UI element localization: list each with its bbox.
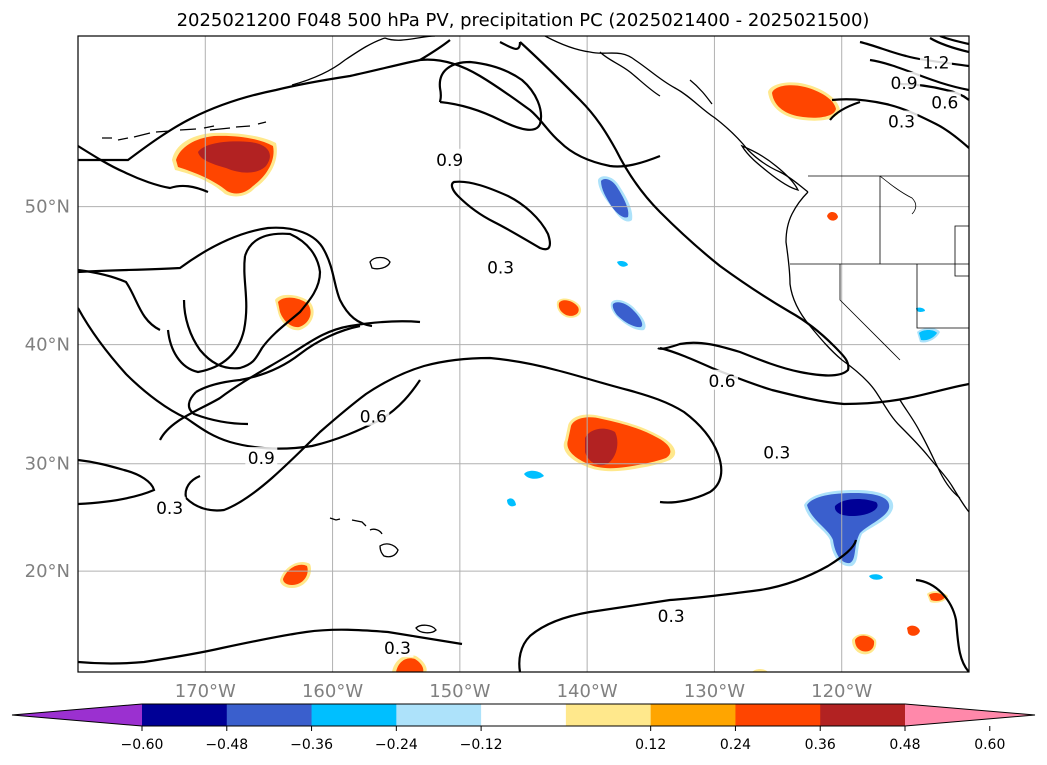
precip-region xyxy=(601,179,629,218)
contour-label: 0.3 xyxy=(384,639,411,659)
contour-labels: 0.30.90.60.90.30.60.30.30.30.30.60.91.2 xyxy=(153,51,961,659)
lon-tick-label: 150°W xyxy=(429,681,490,702)
contour-label-bg xyxy=(357,405,390,426)
colorbar-tick-label: −0.48 xyxy=(205,737,248,753)
contour-label-bg xyxy=(885,110,918,131)
colorbar: −0.60 −0.48 −0.36 −0.24 −0.12 0.12 0.24 0.36 0.4… xyxy=(11,703,1036,753)
colorbar-tick-label: −0.36 xyxy=(290,737,333,753)
precip-region xyxy=(869,574,883,580)
precip-positive-shading xyxy=(172,82,948,672)
precip-region xyxy=(752,669,768,672)
precip-negative-shading xyxy=(507,176,940,580)
lat-tick-label: 20°N xyxy=(25,561,70,582)
contour-label-bg xyxy=(919,51,952,72)
lon-tick-label: 160°W xyxy=(302,681,363,702)
lon-tick-label: 130°W xyxy=(684,681,745,702)
colorbar-segment xyxy=(735,704,821,726)
precip-region xyxy=(827,211,838,221)
contour-label-bg xyxy=(245,447,278,468)
precip-region xyxy=(558,300,579,316)
colorbar-segment xyxy=(650,704,736,726)
precip-region xyxy=(617,261,628,267)
colorbar-tick-label: −0.12 xyxy=(460,737,503,753)
contour-label: 0.6 xyxy=(360,408,387,428)
precip-region xyxy=(396,658,424,672)
lon-tick-label: 120°W xyxy=(811,681,872,702)
pv-contours xyxy=(78,36,969,672)
contour-label: 0.3 xyxy=(888,113,915,133)
contour-label-bg xyxy=(153,496,186,517)
map-frame xyxy=(77,35,970,673)
colorbar-tick-label: 0.60 xyxy=(974,737,1005,753)
colorbar-tick-label: 0.24 xyxy=(720,737,751,753)
contour-label-bg xyxy=(433,148,466,169)
precip-region xyxy=(855,635,875,652)
precip-region xyxy=(919,330,937,341)
contour-label: 0.3 xyxy=(763,443,790,463)
contour-label: 1.2 xyxy=(922,54,949,74)
lat-tick-label: 50°N xyxy=(25,197,70,218)
lat-tick-label: 40°N xyxy=(25,335,70,356)
colorbar-extend-low xyxy=(12,704,142,726)
contour-label: 0.9 xyxy=(248,449,275,469)
lon-tick-label: 170°W xyxy=(175,681,236,702)
contour-label: 0.9 xyxy=(891,74,918,94)
precip-region xyxy=(929,592,945,601)
latitude-labels: 20°N 30°N 40°N 50°N xyxy=(25,197,70,583)
precip-region xyxy=(278,297,311,328)
colorbar-tick-label: 0.36 xyxy=(805,737,836,753)
lon-tick-label: 140°W xyxy=(557,681,618,702)
precip-region xyxy=(834,498,878,516)
precip-region xyxy=(585,428,618,466)
contour-label: 0.6 xyxy=(709,372,736,392)
lat-tick-label: 30°N xyxy=(25,454,70,475)
contour-label: 0.9 xyxy=(436,151,463,171)
colorbar-segment xyxy=(481,704,567,726)
colorbar-segment xyxy=(311,704,397,726)
precip-region xyxy=(524,470,544,479)
colorbar-tick-label: −0.60 xyxy=(121,737,164,753)
contour-label-bg xyxy=(760,441,793,462)
colorbar-tick-label: −0.24 xyxy=(375,737,418,753)
chart-title: 2025021200 F048 500 hPa PV, precipitatio… xyxy=(177,10,870,31)
precip-region xyxy=(507,498,516,507)
precip-region xyxy=(283,564,308,585)
colorbar-segment xyxy=(565,704,652,726)
colorbar-segment xyxy=(226,704,313,726)
precip-region xyxy=(916,307,925,312)
precip-region xyxy=(612,302,643,328)
contour-label: 0.3 xyxy=(156,499,183,519)
colorbar-tick-label: 0.12 xyxy=(635,737,666,753)
colorbar-segment xyxy=(142,704,228,726)
contour-label-bg xyxy=(928,91,961,112)
colorbar-tick-label: 0.48 xyxy=(889,737,920,753)
political-borders xyxy=(790,175,969,361)
contour-label-bg xyxy=(888,71,921,92)
contour-label: 0.3 xyxy=(658,607,685,627)
colorbar-segment xyxy=(396,704,482,726)
longitude-labels: 170°W 160°W 150°W 140°W 130°W 120°W xyxy=(175,681,873,702)
precip-region xyxy=(198,141,270,173)
precip-region xyxy=(907,625,920,636)
contour-label-bg xyxy=(484,256,517,277)
contour-label: 0.3 xyxy=(487,259,514,279)
contour-label-bg xyxy=(381,637,414,658)
precip-region xyxy=(772,85,836,118)
coastlines xyxy=(102,36,969,634)
contour-label-bg xyxy=(655,605,688,626)
contour-label: 0.6 xyxy=(931,93,958,113)
contour-label-bg xyxy=(706,369,739,390)
colorbar-extend-high xyxy=(905,704,1035,726)
precip-region xyxy=(567,417,671,469)
colorbar-segment xyxy=(820,704,906,726)
